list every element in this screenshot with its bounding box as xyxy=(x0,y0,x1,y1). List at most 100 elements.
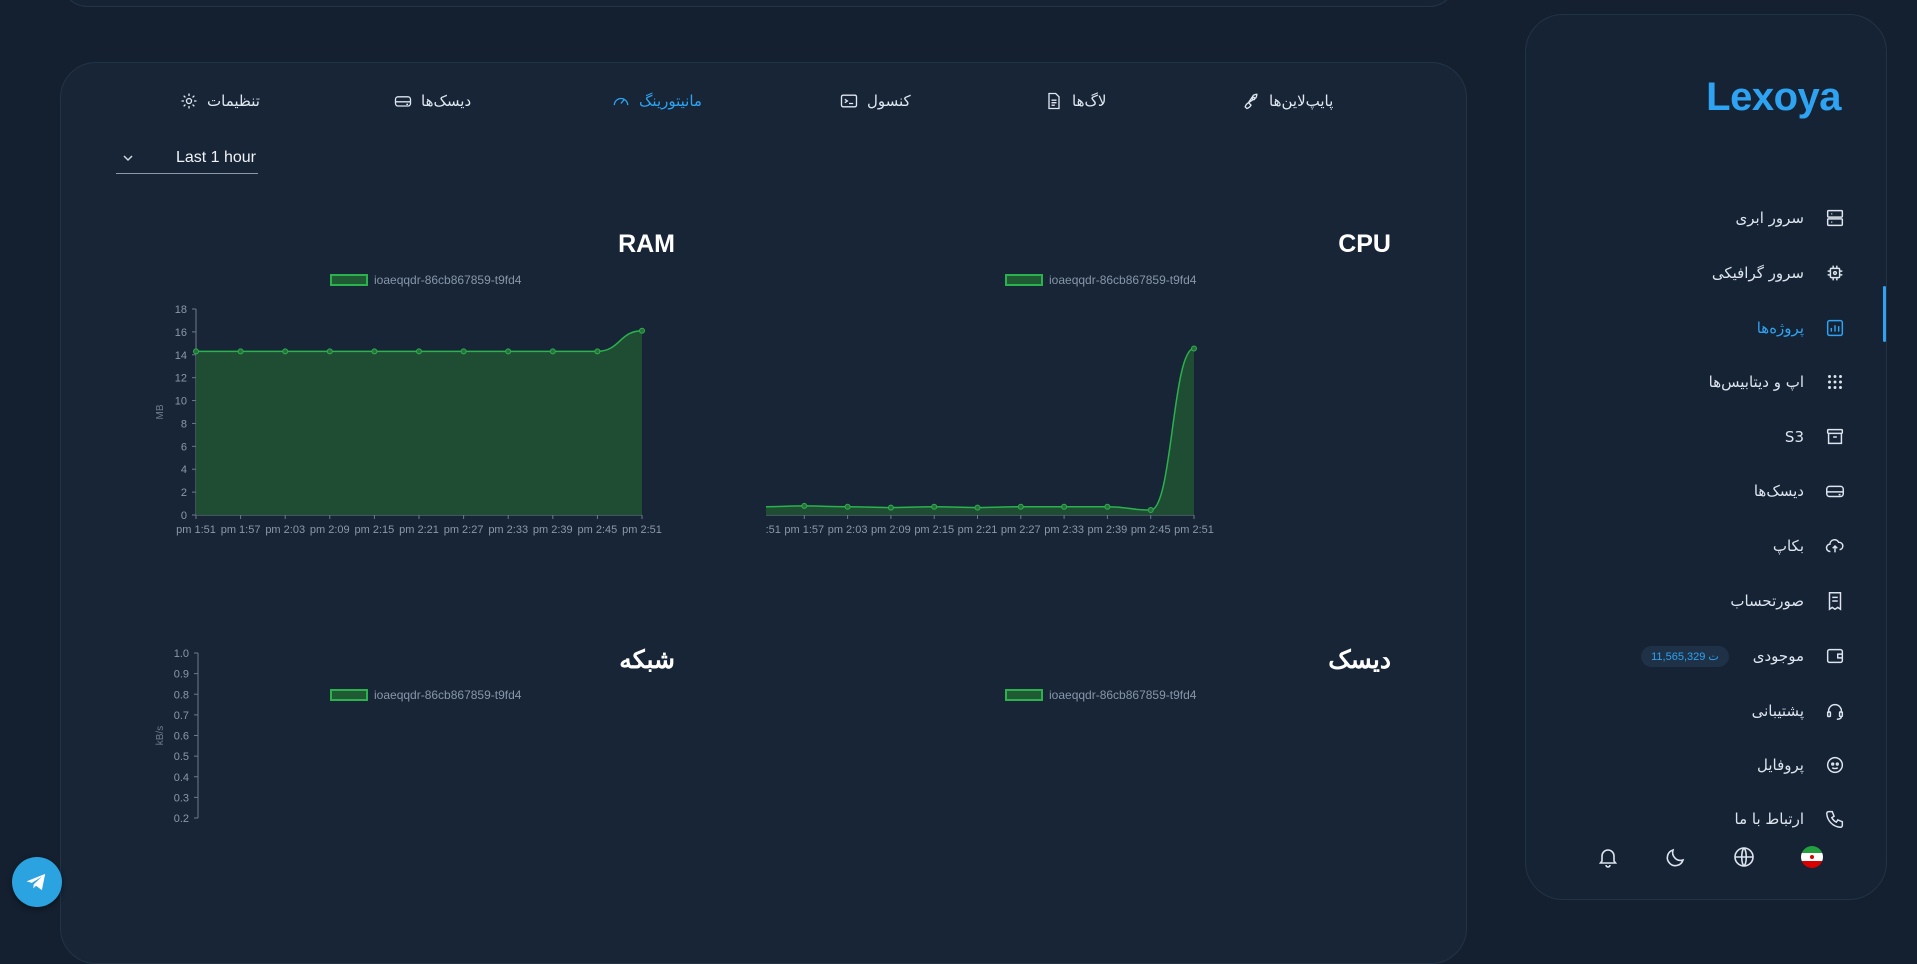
globe-icon[interactable] xyxy=(1732,845,1756,869)
sidebar-item-contact[interactable]: ارتباط با ما xyxy=(1546,804,1846,834)
gauge-icon xyxy=(613,97,629,106)
legend-label: ioaeqqdr-86cb867859-t9fd4 xyxy=(1049,273,1197,287)
legend-label: ioaeqqdr-86cb867859-t9fd4 xyxy=(374,688,522,702)
sidebar-item-apps-databases[interactable]: اپ و دیتابیس‌ها xyxy=(1546,367,1846,397)
x-tick-label: pm 2:15 xyxy=(355,524,395,536)
telegram-icon xyxy=(26,873,46,891)
y-tick-label: 16 xyxy=(175,327,187,339)
sidebar-item-label: سرور ابری xyxy=(1735,209,1804,227)
y-axis-label: kB/s xyxy=(155,726,166,745)
data-point xyxy=(887,504,894,511)
data-point xyxy=(549,348,556,355)
network-chart: شبکه ioaeqqdr-86cb867859-t9fd4 1.0 0.9 0.8… xyxy=(91,638,731,958)
sidebar-item-label: سرور گرافیکی xyxy=(1711,264,1804,282)
chart-legend: ioaeqqdr-86cb867859-t9fd4 xyxy=(330,273,521,287)
tab-bar: پایپ‌لاین‌ها لاگ‌ها کنسول مانیتورینگ دیس… xyxy=(61,63,1466,135)
bell-icon[interactable] xyxy=(1596,845,1620,869)
tab-disks[interactable]: دیسک‌ها xyxy=(393,91,471,111)
x-tick-label: pm 2:03 xyxy=(265,524,305,536)
document-icon xyxy=(1048,92,1060,110)
chart-legend: ioaeqqdr-86cb867859-t9fd4 xyxy=(1005,688,1196,702)
sidebar-item-s3[interactable]: S3 xyxy=(1546,422,1846,452)
server-icon xyxy=(1826,209,1844,227)
tab-settings[interactable]: تنظیمات xyxy=(179,91,260,111)
y-tick-label: 0.8 xyxy=(174,689,189,701)
disk-plot: 1.00.90.80.70.60.50.40.30.2kB/s xyxy=(766,638,1446,958)
data-point xyxy=(326,348,333,355)
phone-icon xyxy=(1826,810,1844,828)
telegram-button[interactable] xyxy=(12,857,62,907)
sidebar-item-projects[interactable]: پروژه‌ها xyxy=(1546,313,1846,343)
moon-icon[interactable] xyxy=(1664,845,1688,869)
x-tick-label: pm 2:51 xyxy=(1174,524,1214,536)
sidebar: Lexoya سرور ابری سرور گرافیکی پروژه‌ها ا… xyxy=(1525,14,1887,900)
y-tick-label: 1.0 xyxy=(174,648,189,660)
data-point xyxy=(844,503,851,510)
y-tick-label: 8 xyxy=(181,418,187,430)
iran-flag-icon[interactable] xyxy=(1800,845,1824,869)
x-tick-label: pm 1:51 xyxy=(176,524,216,536)
cloud-upload-icon xyxy=(1825,539,1844,553)
chart-box-icon xyxy=(1826,319,1844,337)
wallet-icon xyxy=(1826,648,1844,664)
disk-chart: دیسک ioaeqqdr-86cb867859-t9fd4 1.00.90.8… xyxy=(766,638,1446,958)
x-tick-label: pm 1:57 xyxy=(784,524,824,536)
sidebar-item-disks[interactable]: دیسک‌ها xyxy=(1546,476,1846,506)
sidebar-item-profile[interactable]: پروفایل xyxy=(1546,750,1846,780)
sidebar-item-label: پشتیبانی xyxy=(1751,702,1804,720)
data-point xyxy=(193,348,199,355)
active-indicator xyxy=(1883,286,1886,342)
chart-title: دیسک xyxy=(1328,646,1391,674)
legend-swatch xyxy=(330,274,368,286)
y-tick-label: 0.6 xyxy=(174,731,189,743)
tab-label: پایپ‌لاین‌ها xyxy=(1269,92,1334,110)
data-point xyxy=(1147,507,1154,514)
sidebar-item-gpu-server[interactable]: سرور گرافیکی xyxy=(1546,258,1846,288)
tab-monitoring[interactable]: مانیتورینگ xyxy=(611,91,702,111)
sidebar-item-balance[interactable]: 11,565,329 ت موجودی xyxy=(1546,641,1846,671)
sidebar-item-label: پروژه‌ها xyxy=(1756,319,1804,337)
rocket-icon xyxy=(1244,93,1258,110)
brand-logo[interactable]: Lexoya xyxy=(1706,75,1841,119)
chip-icon xyxy=(1827,265,1843,281)
chart-legend: ioaeqqdr-86cb867859-t9fd4 xyxy=(1005,273,1196,287)
y-tick-label: 0.2 xyxy=(174,813,189,825)
y-tick-label: 6 xyxy=(181,441,187,453)
x-tick-label: pm 2:03 xyxy=(828,524,868,536)
y-axis-label: MB xyxy=(155,404,166,419)
tab-label: لاگ‌ها xyxy=(1072,92,1107,110)
x-tick-label: pm 2:33 xyxy=(488,524,528,536)
y-tick-label: 0.9 xyxy=(174,669,189,681)
sidebar-item-support[interactable]: پشتیبانی xyxy=(1546,696,1846,726)
data-point xyxy=(1191,345,1197,352)
cpu-plot: 0.00250.00200.00150.00100.00050corepm 1:… xyxy=(766,345,1214,536)
data-point xyxy=(801,502,808,509)
data-point xyxy=(1017,503,1024,510)
series-line xyxy=(196,329,643,353)
sidebar-item-invoices[interactable]: صورتحساب xyxy=(1546,586,1846,616)
ram-plot: 18 16 14 12 10 8 6 4 2 0 MB pm 1:51 pm 1:57 pm 2:03 pm… xyxy=(155,304,662,536)
legend-swatch xyxy=(1005,689,1043,701)
x-tick-label: pm 2:39 xyxy=(1088,524,1128,536)
invoice-icon xyxy=(1828,592,1842,611)
sidebar-item-label: اپ و دیتابیس‌ها xyxy=(1708,373,1804,391)
tab-label: تنظیمات xyxy=(207,92,260,110)
legend-swatch xyxy=(330,689,368,701)
sidebar-item-label: ارتباط با ما xyxy=(1734,810,1804,828)
sidebar-item-label: پروفایل xyxy=(1757,756,1804,774)
monitoring-panel: پایپ‌لاین‌ها لاگ‌ها کنسول مانیتورینگ دیس… xyxy=(60,62,1467,964)
y-tick-label: 0.4 xyxy=(174,772,189,784)
x-tick-label: pm 1:51 xyxy=(766,524,781,536)
sidebar-item-backup[interactable]: بکاپ xyxy=(1546,531,1846,561)
tab-logs[interactable]: لاگ‌ها xyxy=(1044,91,1106,111)
data-point xyxy=(639,327,645,334)
chart-title: شبکه xyxy=(619,646,675,674)
y-tick-label: 0.7 xyxy=(174,710,189,722)
sidebar-item-cloud-server[interactable]: سرور ابری xyxy=(1546,203,1846,233)
tab-console[interactable]: کنسول xyxy=(839,91,911,111)
x-tick-label: pm 2:09 xyxy=(310,524,350,536)
time-range-select[interactable]: Last 1 hour xyxy=(116,143,258,174)
tab-pipelines[interactable]: پایپ‌لاین‌ها xyxy=(1241,91,1333,111)
sidebar-item-label: بکاپ xyxy=(1772,537,1804,555)
y-tick-label: 0.3 xyxy=(174,792,189,804)
